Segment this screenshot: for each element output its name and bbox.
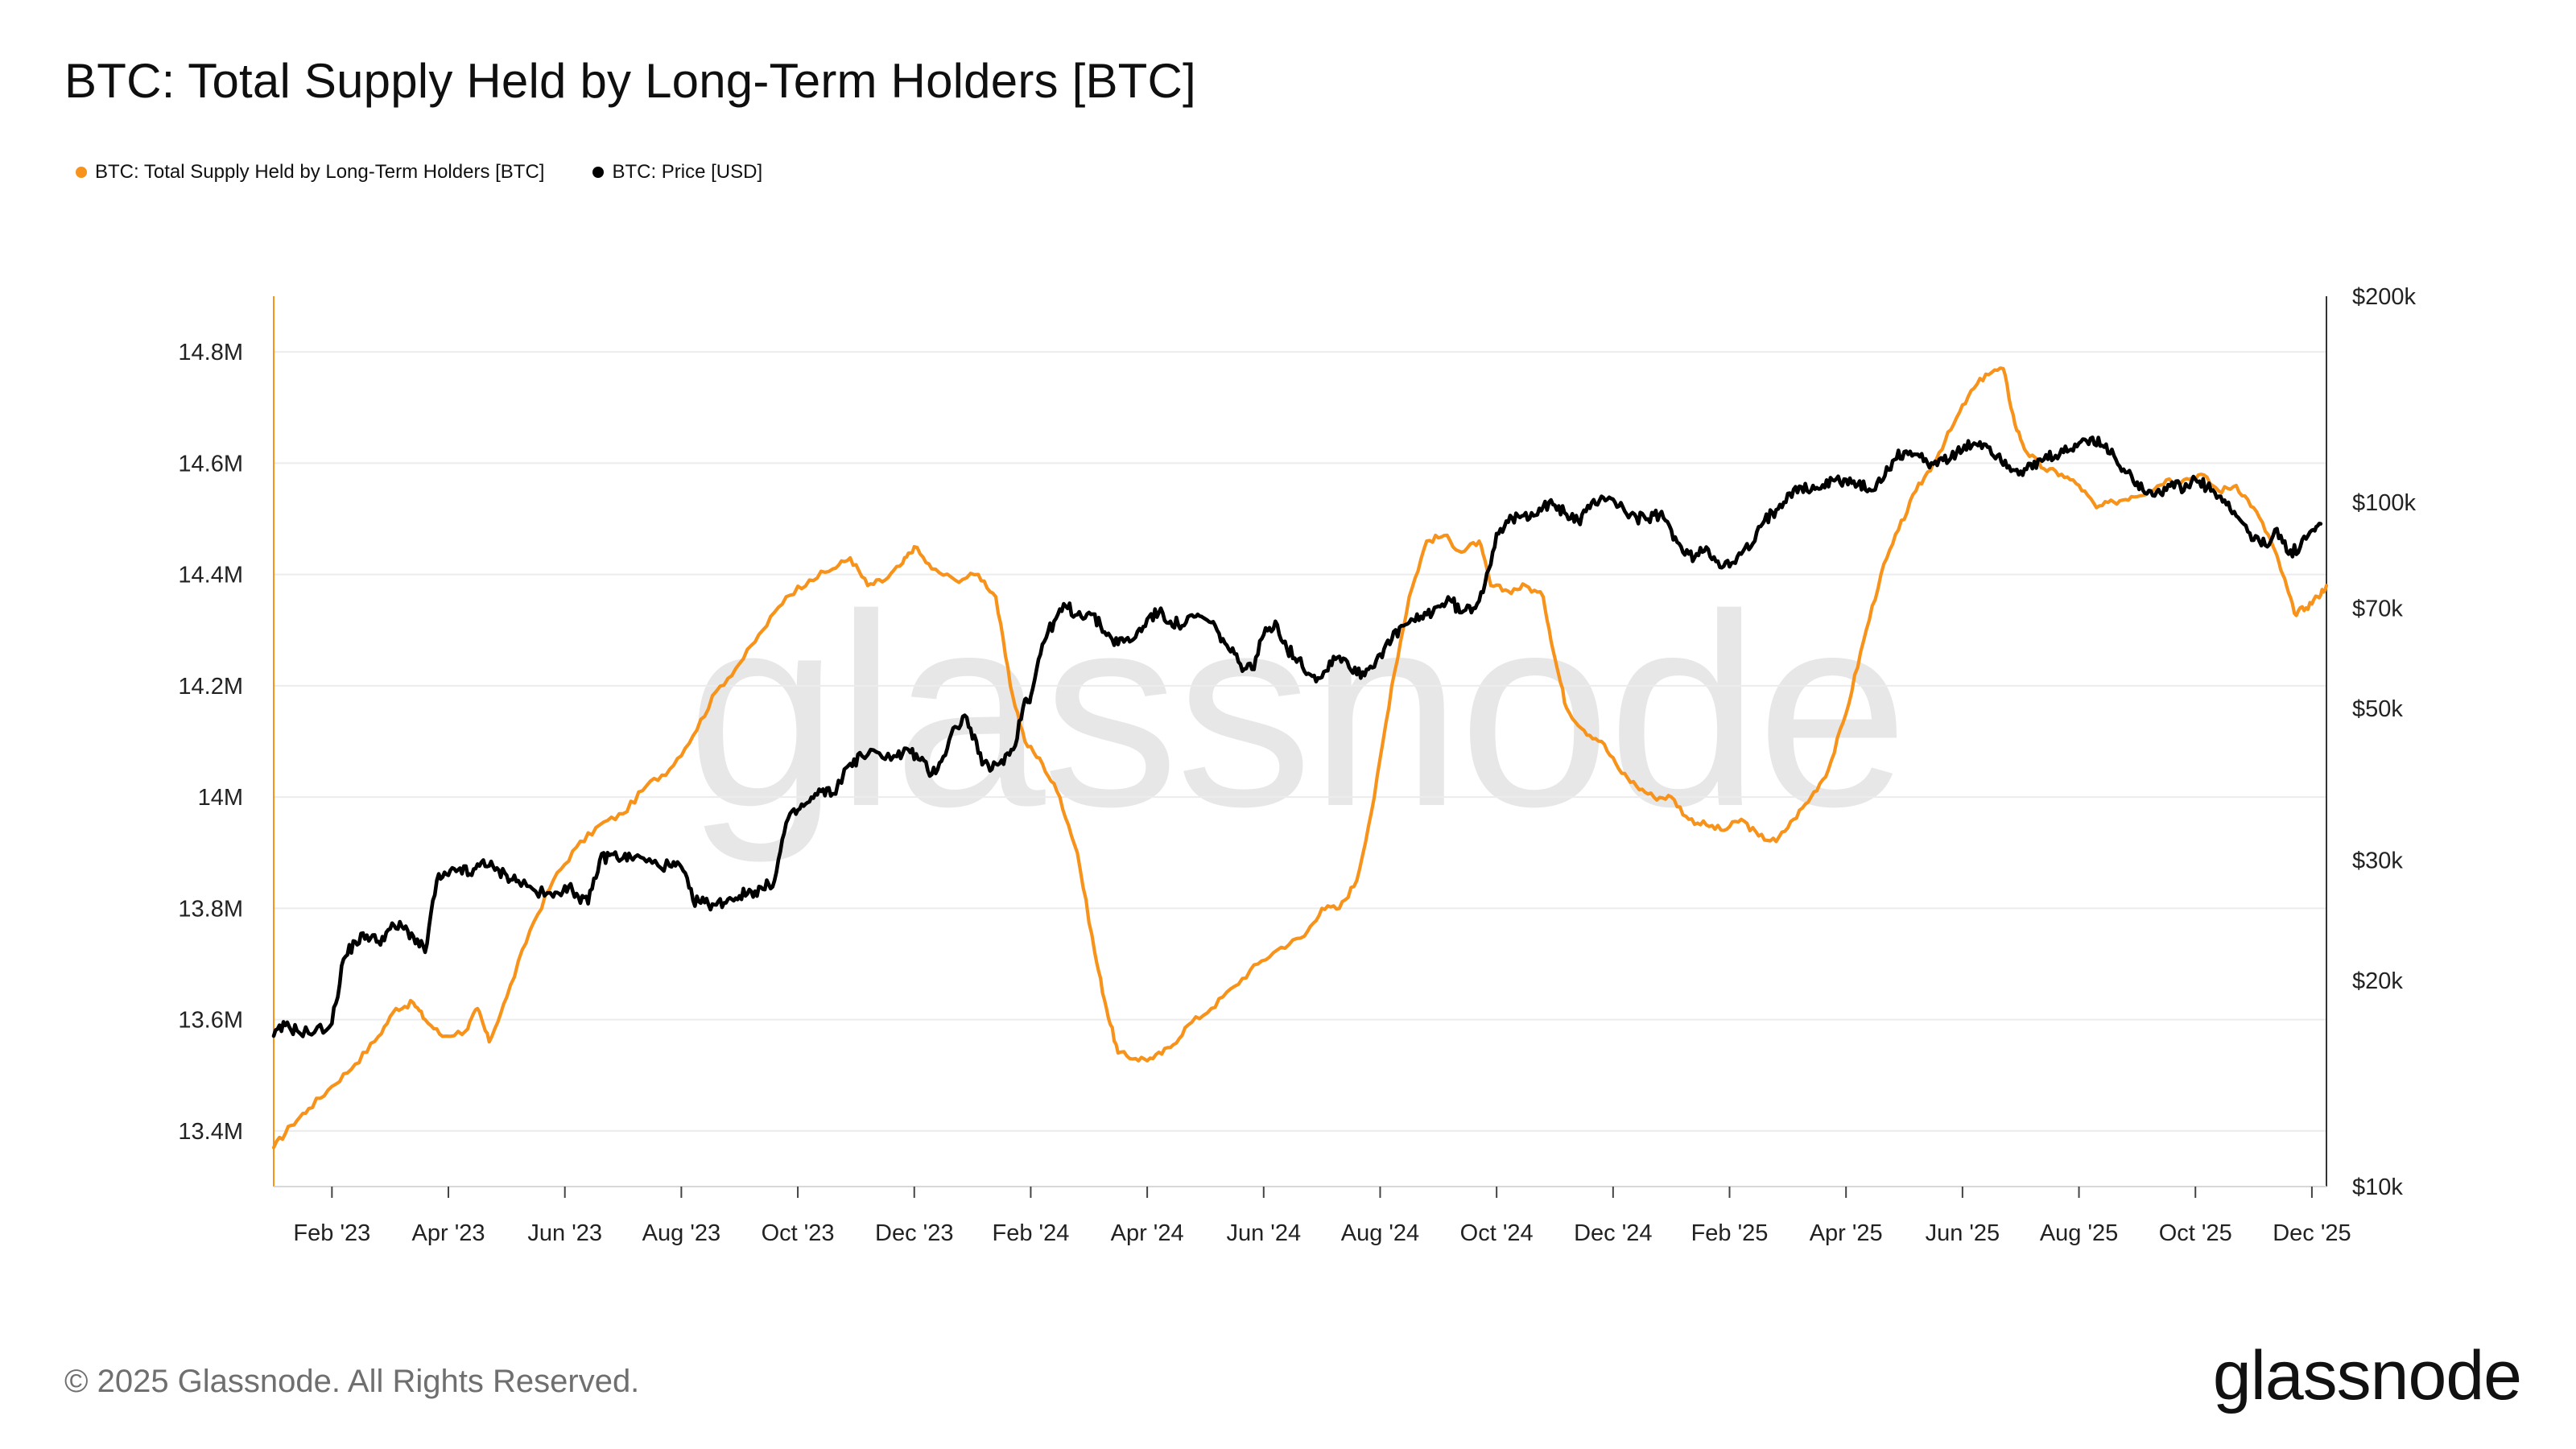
price-dot-icon xyxy=(592,167,605,178)
right-tick-label: $10k xyxy=(2352,1174,2403,1200)
left-tick-label: 14.6M xyxy=(178,451,243,477)
axes xyxy=(273,296,2327,1187)
gridlines xyxy=(274,351,2326,1132)
x-tick-label: Dec '24 xyxy=(1574,1220,1652,1246)
series-line-lth-supply xyxy=(271,366,2329,1150)
x-tick-label: Apr '25 xyxy=(1810,1220,1883,1246)
legend-label-price: BTC: Price [USD] xyxy=(612,161,763,183)
right-tick-label: $70k xyxy=(2352,597,2403,622)
right-tick-label: $100k xyxy=(2352,490,2417,516)
x-tick-label: Jun '25 xyxy=(1926,1220,2000,1246)
x-tick-label: Oct '24 xyxy=(1460,1220,1534,1246)
lth-supply-dot-icon xyxy=(76,167,87,178)
x-tick-label: Feb '23 xyxy=(293,1220,370,1246)
left-tick-label: 14.2M xyxy=(178,674,243,700)
watermark: glassnode xyxy=(687,558,1905,865)
right-tick-label: $200k xyxy=(2352,284,2417,310)
right-tick-label: $30k xyxy=(2352,848,2403,873)
glassnode-logo[interactable]: glassnode xyxy=(2212,1337,2522,1414)
copyright-text: © 2025 Glassnode. All Rights Reserved. xyxy=(64,1364,640,1399)
legend: BTC: Total Supply Held by Long-Term Hold… xyxy=(76,161,762,184)
x-tick-label: Feb '24 xyxy=(993,1220,1070,1246)
x-tick-label: Jun '23 xyxy=(527,1220,602,1246)
x-tick-label: Apr '23 xyxy=(412,1220,485,1246)
series-line-price xyxy=(271,436,2323,1038)
left-tick-label: 14.4M xyxy=(178,563,243,588)
chart-title: BTC: Total Supply Held by Long-Term Hold… xyxy=(64,54,1196,108)
right-axis-ticks: $10k $20k $30k $50k $70k $100k $200k xyxy=(2352,284,2417,1200)
left-tick-label: 14M xyxy=(198,785,243,811)
legend-item-lth-supply[interactable]: BTC: Total Supply Held by Long-Term Hold… xyxy=(76,161,544,184)
x-tick-label: Aug '23 xyxy=(642,1220,720,1246)
x-tick-label: Apr '24 xyxy=(1111,1220,1184,1246)
right-tick-label: $20k xyxy=(2352,968,2403,994)
left-tick-label: 13.8M xyxy=(178,896,243,922)
x-tick-label: Oct '25 xyxy=(2159,1220,2232,1246)
x-axis-ticks: Feb '23 Apr '23 Jun '23 Aug '23 Oct '23 Dec '… xyxy=(293,1187,2351,1246)
left-tick-label: 13.6M xyxy=(178,1008,243,1034)
x-tick-label: Dec '23 xyxy=(875,1220,953,1246)
legend-label-lth-supply: BTC: Total Supply Held by Long-Term Hold… xyxy=(95,161,545,183)
left-tick-label: 13.4M xyxy=(178,1119,243,1145)
legend-item-price[interactable]: BTC: Price [USD] xyxy=(592,161,762,184)
x-tick-label: Feb '25 xyxy=(1691,1220,1769,1246)
right-tick-label: $50k xyxy=(2352,696,2403,722)
left-tick-label: 14.8M xyxy=(178,340,243,365)
series-layer xyxy=(271,366,2329,1150)
x-tick-label: Dec '25 xyxy=(2273,1220,2351,1246)
left-axis-ticks: 13.4M 13.6M 13.8M 14M 14.2M 14.4M 14.6M 14.8M xyxy=(178,340,243,1145)
x-tick-label: Aug '24 xyxy=(1341,1220,1419,1246)
x-tick-label: Jun '24 xyxy=(1226,1220,1301,1246)
x-tick-label: Oct '23 xyxy=(762,1220,835,1246)
x-tick-label: Aug '25 xyxy=(2040,1220,2118,1246)
